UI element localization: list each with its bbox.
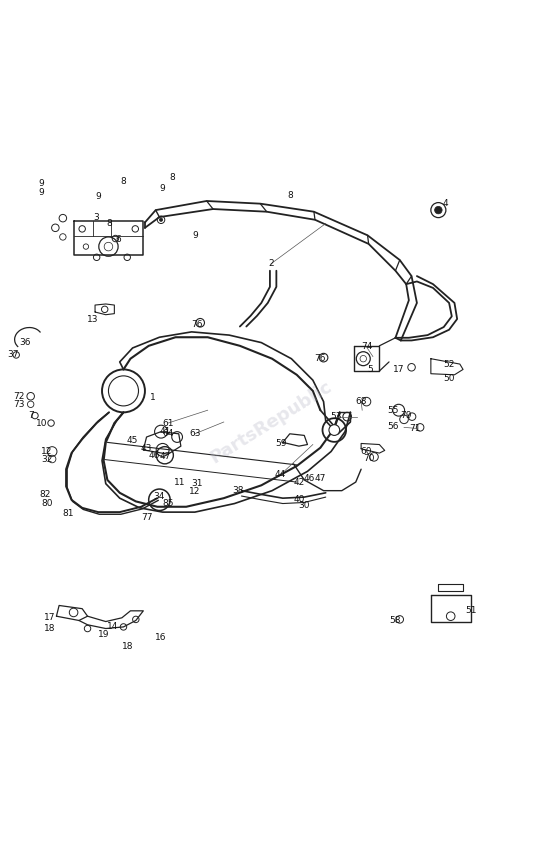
Text: 46: 46 (304, 473, 315, 483)
Text: 42: 42 (293, 478, 305, 487)
Text: 72: 72 (13, 392, 24, 401)
Text: 53: 53 (331, 412, 342, 421)
Text: 2: 2 (268, 259, 274, 268)
Text: 17: 17 (393, 365, 404, 374)
Text: 79: 79 (401, 411, 412, 420)
Text: 9: 9 (160, 184, 165, 193)
Text: PartsRepublic: PartsRepublic (207, 377, 335, 467)
Text: 1: 1 (150, 393, 156, 403)
Text: 77: 77 (141, 513, 152, 522)
Text: 41: 41 (159, 427, 171, 436)
Text: 5: 5 (367, 365, 373, 374)
Text: 59: 59 (275, 439, 286, 448)
Text: 80: 80 (41, 499, 53, 508)
Circle shape (159, 218, 163, 221)
Text: 10: 10 (36, 419, 47, 428)
Text: 37: 37 (8, 350, 20, 360)
Text: 7: 7 (28, 410, 34, 419)
Text: 60: 60 (361, 447, 372, 456)
Text: 17: 17 (44, 614, 56, 622)
Text: 64: 64 (162, 430, 173, 438)
Text: 43: 43 (141, 444, 152, 453)
Text: 76: 76 (314, 354, 326, 363)
Text: 30: 30 (299, 500, 310, 510)
Text: 9: 9 (38, 179, 44, 187)
Circle shape (435, 206, 442, 214)
Text: 55: 55 (388, 406, 399, 414)
Text: 8: 8 (287, 191, 293, 200)
Text: 11: 11 (174, 478, 185, 487)
Text: 19: 19 (98, 630, 109, 640)
Text: 73: 73 (13, 400, 24, 409)
Text: 50: 50 (443, 374, 455, 382)
Text: 44: 44 (275, 470, 286, 479)
Text: 61: 61 (162, 419, 174, 428)
Text: 52: 52 (443, 360, 455, 369)
Text: 8: 8 (169, 173, 175, 182)
Text: 34: 34 (154, 491, 165, 500)
Text: 6: 6 (115, 235, 121, 244)
Text: 32: 32 (41, 455, 53, 464)
Text: 71: 71 (409, 424, 421, 433)
Text: 4: 4 (442, 199, 448, 208)
Text: 16: 16 (155, 633, 167, 642)
Text: 31: 31 (191, 479, 203, 488)
Text: 13: 13 (87, 315, 99, 323)
Text: 18: 18 (121, 641, 133, 651)
Text: 38: 38 (232, 486, 243, 495)
Text: 51: 51 (465, 606, 476, 615)
Text: 9: 9 (192, 230, 198, 240)
Text: 82: 82 (39, 490, 50, 499)
Text: 81: 81 (62, 509, 74, 517)
Text: 9: 9 (38, 188, 44, 197)
Text: 45: 45 (127, 436, 138, 446)
Text: 85: 85 (162, 499, 174, 508)
Text: 3: 3 (94, 213, 100, 222)
Text: 12: 12 (189, 487, 201, 496)
Text: 74: 74 (361, 343, 372, 351)
Text: 12: 12 (41, 447, 53, 456)
Text: 47: 47 (315, 473, 326, 483)
Text: 63: 63 (189, 430, 201, 438)
Text: 47: 47 (159, 452, 171, 461)
Text: 70: 70 (363, 454, 375, 463)
Text: 76: 76 (191, 320, 203, 329)
Circle shape (329, 425, 340, 436)
Text: 18: 18 (44, 624, 56, 633)
Text: 8: 8 (106, 219, 112, 228)
Text: 58: 58 (390, 616, 401, 625)
Text: 8: 8 (121, 177, 126, 187)
Text: 56: 56 (388, 422, 399, 430)
Text: 68: 68 (356, 398, 367, 406)
Text: 9: 9 (95, 192, 101, 201)
Text: 40: 40 (293, 495, 305, 504)
Text: 46: 46 (149, 451, 160, 460)
Text: 36: 36 (20, 338, 31, 347)
Text: 14: 14 (107, 622, 119, 631)
